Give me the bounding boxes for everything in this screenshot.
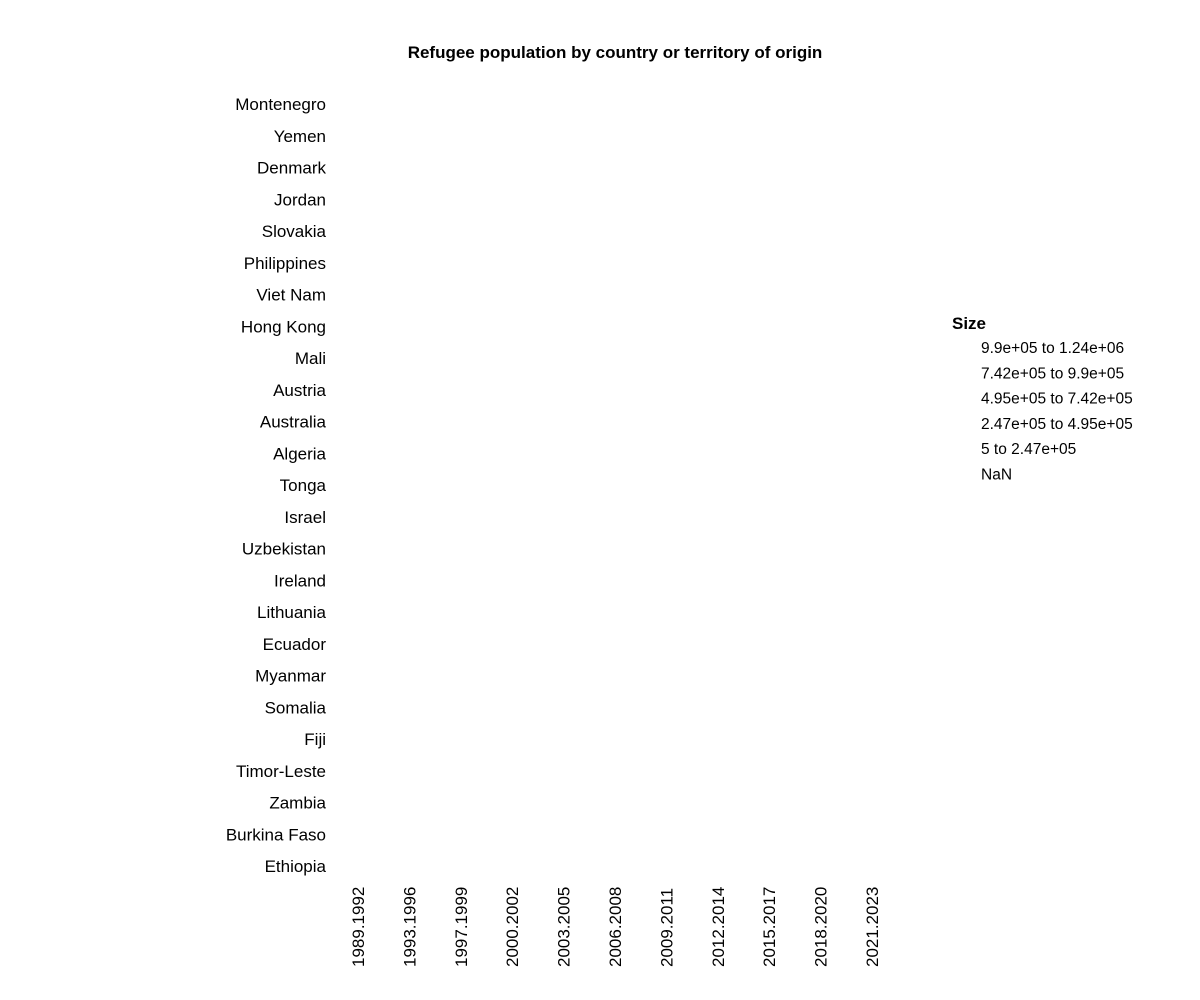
column-label: 2003.2005 (555, 887, 574, 967)
row-label: Zambia (269, 794, 326, 813)
row-label: Lithuania (257, 603, 327, 622)
row-label: Algeria (273, 444, 326, 463)
row-label: Fiji (304, 730, 326, 749)
row-label: Mali (295, 349, 326, 368)
legend-items: 9.9e+05 to 1.24e+06 7.42e+05 to 9.9e+05 4.… (981, 340, 1133, 484)
chart-title: Refugee population by country or territo… (408, 43, 823, 62)
row-label: Jordan (274, 190, 326, 209)
legend-item: 7.42e+05 to 9.9e+05 (981, 365, 1124, 382)
column-label: 2006.2008 (606, 887, 625, 967)
legend-item: 4.95e+05 to 7.42e+05 (981, 391, 1133, 408)
row-label: Viet Nam (256, 286, 326, 305)
legend: Size 9.9e+05 to 1.24e+06 7.42e+05 to 9.9e… (952, 314, 1133, 484)
legend-title: Size (952, 314, 986, 333)
column-label: 2009.2011 (657, 888, 676, 967)
row-label: Uzbekistan (242, 540, 326, 559)
row-label: Ethiopia (265, 857, 327, 876)
column-label: 2015.2017 (760, 887, 779, 967)
column-label: 2000.2002 (503, 887, 522, 967)
row-label: Slovakia (262, 222, 327, 241)
row-label: Burkina Faso (226, 825, 326, 844)
row-label: Ecuador (263, 635, 327, 654)
column-label: 1993.1996 (400, 887, 419, 967)
row-label: Somalia (265, 698, 327, 717)
row-label: Austria (273, 381, 326, 400)
legend-item: 2.47e+05 to 4.95e+05 (981, 416, 1133, 433)
row-label: Montenegro (235, 95, 326, 114)
row-label: Timor-Leste (236, 762, 326, 781)
row-label: Israel (284, 508, 326, 527)
row-label: Australia (260, 413, 327, 432)
row-label: Philippines (244, 254, 326, 273)
column-label: 1997.1999 (452, 887, 471, 967)
column-label: 2012.2014 (709, 887, 728, 967)
row-label: Tonga (280, 476, 327, 495)
row-label: Yemen (274, 127, 326, 146)
column-label: 2021.2023 (863, 887, 882, 967)
row-labels: Montenegro Yemen Denmark Jordan Slovakia Phil… (226, 95, 327, 876)
row-label: Ireland (274, 571, 326, 590)
legend-item: NaN (981, 467, 1012, 484)
legend-item: 5 to 2.47e+05 (981, 441, 1076, 458)
column-label: 2018.2020 (812, 887, 831, 967)
column-label: 1989.1992 (349, 887, 368, 967)
legend-item: 9.9e+05 to 1.24e+06 (981, 340, 1124, 357)
row-label: Denmark (257, 159, 326, 178)
column-labels: 1989.1992 1993.1996 1997.1999 2000.2002 2003… (349, 887, 882, 967)
row-label: Myanmar (255, 667, 326, 686)
row-label: Hong Kong (241, 317, 326, 336)
